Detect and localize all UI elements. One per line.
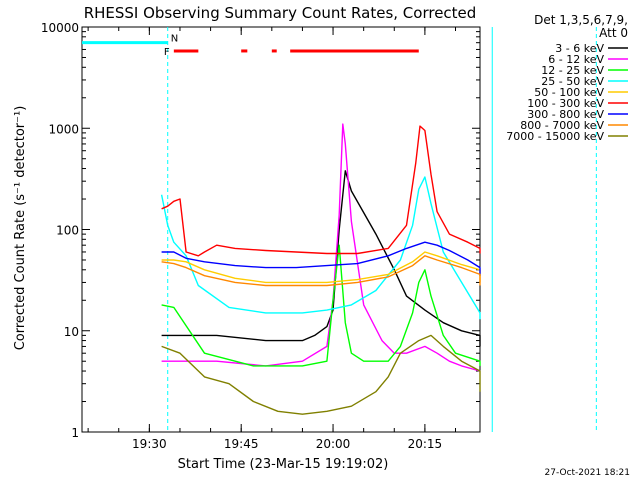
y-tick-label: 100 [56, 224, 79, 238]
series-line-2 [161, 244, 481, 367]
x-tick-label: 20:00 [316, 437, 351, 451]
legend-entry-label: 25 - 50 keV [541, 75, 604, 88]
footer-timestamp: 27-Oct-2021 18:21 [545, 468, 630, 478]
plot-frame [81, 26, 481, 433]
series-line-8 [161, 334, 481, 415]
flag-label-f: F [164, 47, 170, 58]
legend-entry-label: 100 - 300 keV [527, 97, 604, 110]
legend-entry-label: 7000 - 15000 keV [506, 130, 604, 143]
y-tick-label: 1000 [48, 122, 79, 136]
legend-entry-label: 12 - 25 keV [541, 64, 604, 77]
x-tick-label: 19:30 [132, 437, 167, 451]
x-axis-label: Start Time (23-Mar-15 19:19:02) [178, 457, 389, 472]
series-line-3 [160, 176, 481, 320]
y-axis-label: Corrected Count Rate (s⁻¹ detector⁻¹) [13, 106, 28, 351]
y-tick-label: 10 [64, 325, 79, 339]
legend-title: Det 1,3,5,6,7,9, [534, 13, 628, 27]
series-line-5 [161, 125, 481, 257]
y-tick-label: 10000 [41, 21, 79, 35]
x-tick-label: 20:15 [408, 437, 443, 451]
legend-entry-label: 800 - 7000 keV [520, 119, 604, 132]
series-line-1 [161, 123, 481, 372]
series-line-4 [161, 251, 481, 284]
x-tick-label: 19:45 [224, 437, 259, 451]
legend-entry-label: 3 - 6 keV [555, 42, 604, 55]
y-tick-label: 1 [71, 426, 79, 440]
series-line-6 [161, 241, 481, 276]
legend-title: Att 0 [599, 26, 628, 40]
legend-entry-label: 6 - 12 keV [548, 53, 604, 66]
chart-title: RHESSI Observing Summary Count Rates, Co… [84, 4, 477, 22]
flag-label-n: N [171, 34, 178, 45]
legend-entry-label: 300 - 800 keV [527, 108, 604, 121]
legend-entry-label: 50 - 100 keV [534, 86, 604, 99]
series-line-7 [161, 255, 481, 287]
